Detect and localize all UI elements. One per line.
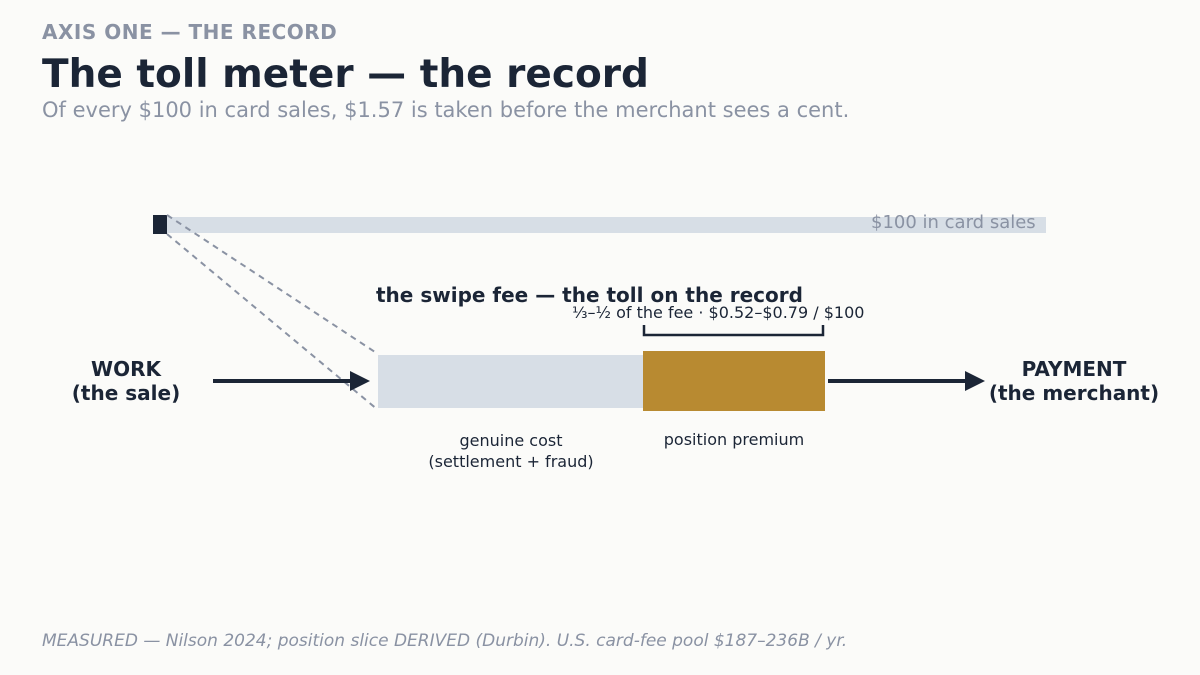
page-title: The toll meter — the record <box>42 52 649 97</box>
swipe-fee-title: the swipe fee — the toll on the record <box>376 283 803 307</box>
fee-slice-marker <box>153 215 167 234</box>
card-sales-bar <box>167 217 1046 233</box>
genuine-cost-sublabel: (settlement + fraud) <box>428 452 594 471</box>
premium-share-note: ⅓–½ of the fee · $0.52–$0.79 / $100 <box>572 303 865 322</box>
genuine-cost-segment <box>378 355 643 408</box>
position-premium-label: position premium <box>663 430 805 449</box>
eyebrow-label: AXIS ONE — THE RECORD <box>42 20 338 44</box>
work-node-title: WORK <box>91 357 161 381</box>
card-sales-label: $100 in card sales <box>871 212 1036 233</box>
payment-node-subtitle: (the merchant) <box>988 381 1160 405</box>
work-node: WORK (the sale) <box>50 357 202 405</box>
zoom-line-top <box>166 214 379 355</box>
source-footnote: MEASURED — Nilson 2024; position slice D… <box>42 631 848 651</box>
genuine-cost-label: genuine cost <box>459 431 563 450</box>
premium-bracket <box>642 325 825 337</box>
page-subtitle: Of every $100 in card sales, $1.57 is ta… <box>42 98 850 122</box>
payment-node-title: PAYMENT <box>1021 357 1127 381</box>
zoom-line-bottom <box>166 233 379 411</box>
position-premium-segment <box>643 351 825 411</box>
payment-node: PAYMENT (the merchant) <box>984 357 1164 405</box>
work-node-subtitle: (the sale) <box>71 381 181 405</box>
position-premium-caption: position premium <box>643 429 825 450</box>
genuine-cost-caption: genuine cost (settlement + fraud) <box>400 430 622 472</box>
